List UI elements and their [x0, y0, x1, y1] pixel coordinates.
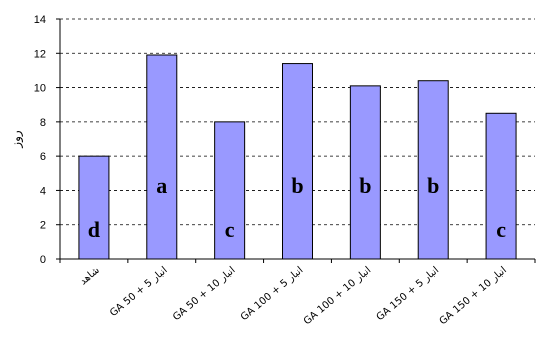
axes	[59, 19, 535, 260]
y-tick-label: 14	[34, 14, 46, 26]
x-tick-label: GA 50 + 10 انبار	[171, 265, 238, 323]
y-tick-label: 10	[34, 83, 46, 95]
y-tick-label: 6	[40, 151, 46, 163]
x-tick-label: GA 150 + 10 انبار	[438, 265, 509, 327]
x-tick-label: شاهد	[78, 265, 102, 288]
bar	[146, 54, 178, 260]
significance-letter: b	[427, 173, 439, 198]
gridlines	[60, 18, 535, 226]
bar	[417, 80, 449, 260]
bar	[78, 155, 110, 260]
bar	[214, 121, 246, 260]
y-tick-label: 2	[40, 220, 46, 232]
bar	[282, 63, 313, 260]
x-tick-label: GA 150 + 5 انبار	[375, 265, 442, 323]
y-tick-label: 0	[40, 254, 46, 266]
significance-letter: b	[291, 173, 303, 198]
y-axis-label: روز	[9, 130, 24, 149]
y-tick-label: 12	[34, 48, 46, 60]
y-ticks: 0 2 4 6 8 10 12 14	[34, 14, 60, 266]
bars	[78, 54, 517, 260]
significance-letter: c	[225, 217, 235, 242]
significance-letter: b	[359, 173, 371, 198]
bar	[485, 112, 517, 260]
x-tick-label: GA 50 + 5 انبار	[108, 265, 170, 319]
significance-letter: d	[88, 217, 100, 242]
y-tick-label: 4	[40, 185, 46, 197]
group-letters: d a c b b b c	[88, 173, 506, 242]
bar	[349, 85, 381, 260]
y-tick-label: 8	[40, 117, 46, 129]
x-tick-label: GA 100 + 10 انبار	[302, 265, 373, 327]
significance-letter: c	[496, 217, 506, 242]
x-tick-label: GA 100 + 5 انبار	[239, 265, 306, 323]
significance-letter: a	[156, 173, 167, 198]
